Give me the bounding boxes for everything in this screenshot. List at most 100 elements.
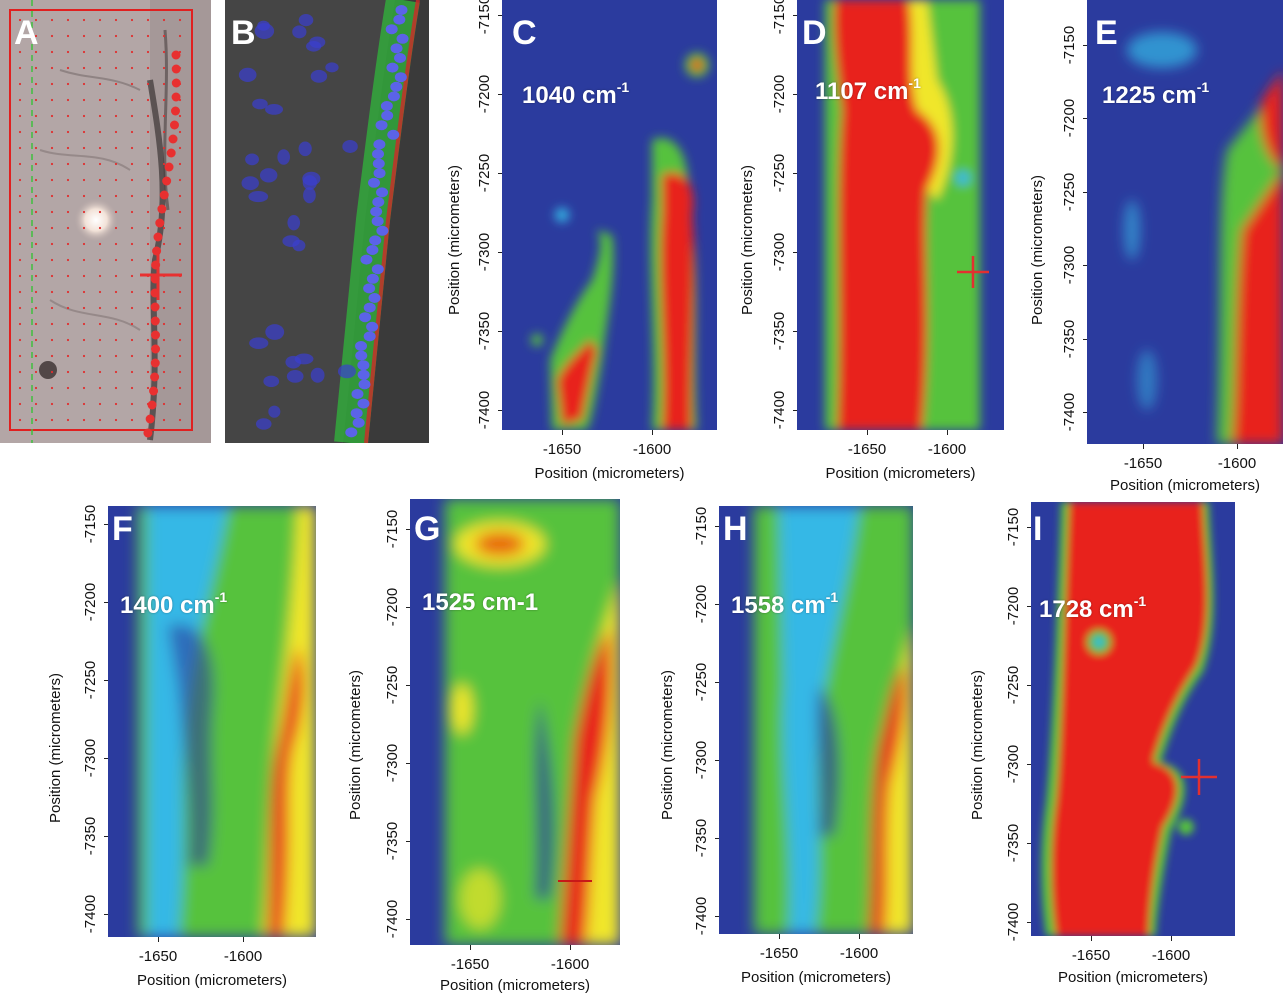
xlabel-g: Position (micrometers) bbox=[439, 977, 591, 994]
grid-dot bbox=[98, 322, 102, 326]
grid-dot bbox=[18, 306, 22, 310]
panel-letter-e: E bbox=[1095, 14, 1118, 52]
grid-dot bbox=[114, 258, 118, 262]
nucleus bbox=[287, 215, 301, 231]
grid-dot bbox=[82, 34, 86, 38]
grid-dot bbox=[66, 178, 70, 182]
grid-dot bbox=[66, 50, 70, 54]
ytick-mark bbox=[104, 914, 108, 915]
grid-dot bbox=[178, 338, 182, 342]
wavenumber-label-d: 1107 cm-1 bbox=[815, 75, 921, 105]
xtick-label-e: -1600 bbox=[1217, 455, 1257, 472]
grid-dot bbox=[146, 162, 150, 166]
grid-dot bbox=[66, 114, 70, 118]
grid-dot bbox=[50, 18, 54, 22]
grid-dot bbox=[178, 402, 182, 406]
grid-dot bbox=[50, 386, 54, 390]
grid-dot bbox=[146, 82, 150, 86]
xtick-label-h: -1600 bbox=[839, 945, 879, 962]
epithelial-nucleus bbox=[380, 101, 393, 111]
ytick-label-g: -7300 bbox=[384, 743, 401, 783]
ytick-label-f: -7150 bbox=[82, 504, 99, 544]
grid-dot bbox=[66, 210, 70, 214]
ytick-mark bbox=[406, 607, 410, 608]
nucleus bbox=[294, 353, 314, 365]
xtick-label-d: -1650 bbox=[847, 441, 887, 458]
epithelial-nucleus bbox=[373, 139, 386, 150]
grid-dot bbox=[114, 338, 118, 342]
grid-dot bbox=[114, 34, 118, 38]
grid-dot bbox=[162, 258, 166, 262]
grid-dot bbox=[50, 98, 54, 102]
grid-dot bbox=[34, 162, 38, 166]
xtick-mark bbox=[779, 934, 780, 939]
grid-dot bbox=[18, 402, 22, 406]
grid-dot bbox=[178, 210, 182, 214]
grid-dot bbox=[178, 194, 182, 198]
measurement-point bbox=[151, 344, 161, 354]
grid-dot bbox=[50, 322, 54, 326]
ytick-mark bbox=[1027, 922, 1031, 923]
grid-dot bbox=[18, 114, 22, 118]
ytick-label-g: -7250 bbox=[384, 665, 401, 705]
grid-dot bbox=[114, 178, 118, 182]
epithelial-nucleus bbox=[345, 427, 358, 438]
grid-dot bbox=[114, 210, 118, 214]
xtick-label-i: -1600 bbox=[1151, 947, 1191, 964]
grid-dot bbox=[18, 418, 22, 422]
xtick-mark bbox=[859, 934, 860, 939]
panel-letter-f: F bbox=[112, 510, 133, 548]
grid-dot bbox=[34, 402, 38, 406]
grid-dot bbox=[114, 130, 118, 134]
nucleus bbox=[337, 364, 356, 379]
xtick-mark bbox=[570, 945, 571, 950]
grid-dot bbox=[114, 82, 118, 86]
grid-dot bbox=[66, 274, 70, 278]
ytick-label-f: -7250 bbox=[82, 660, 99, 700]
grid-dot bbox=[146, 258, 150, 262]
ytick-label-c: -7150 bbox=[476, 0, 493, 35]
grid-dot bbox=[82, 258, 86, 262]
measurement-point bbox=[162, 176, 172, 186]
ytick-mark bbox=[1083, 118, 1087, 120]
measurement-point bbox=[155, 218, 165, 228]
epithelial-nucleus bbox=[371, 216, 384, 227]
ytick-mark bbox=[715, 838, 719, 839]
ytick-mark bbox=[1083, 265, 1087, 267]
grid-dot bbox=[162, 354, 166, 358]
grid-dot bbox=[66, 306, 70, 310]
ytick-label-g: -7200 bbox=[384, 587, 401, 627]
grid-dot bbox=[82, 290, 86, 294]
measurement-point bbox=[149, 386, 159, 396]
ytick-label-f: -7200 bbox=[82, 582, 99, 622]
grid-dot bbox=[162, 242, 166, 246]
epithelial-nucleus bbox=[387, 129, 400, 140]
grid-dot bbox=[178, 18, 182, 22]
grid-dot bbox=[98, 178, 102, 182]
grid-dot bbox=[34, 130, 38, 134]
epithelial-nucleus bbox=[381, 110, 394, 121]
grid-dot bbox=[50, 274, 54, 278]
ytick-mark bbox=[1083, 338, 1087, 340]
ytick-mark bbox=[104, 524, 108, 525]
grid-dot bbox=[114, 50, 118, 54]
grid-dot bbox=[130, 66, 134, 70]
grid-dot bbox=[114, 18, 118, 22]
epithelial-nucleus bbox=[370, 206, 383, 217]
grid-dot bbox=[50, 338, 54, 342]
grid-dot bbox=[50, 290, 54, 294]
grid-dot bbox=[66, 402, 70, 406]
grid-dot bbox=[18, 386, 22, 390]
grid-dot bbox=[146, 322, 150, 326]
ytick-mark bbox=[1027, 764, 1031, 765]
epithelial-nucleus bbox=[351, 389, 364, 399]
optical-image bbox=[0, 0, 211, 443]
ylabel-c: Position (micrometers) bbox=[446, 164, 463, 316]
ylabel-i: Position (micrometers) bbox=[969, 669, 986, 821]
grid-dot bbox=[82, 226, 86, 230]
grid-dot bbox=[82, 178, 86, 182]
nucleus bbox=[286, 369, 304, 383]
ytick-mark bbox=[1083, 191, 1087, 193]
ytick-mark bbox=[1027, 527, 1031, 528]
grid-dot bbox=[130, 386, 134, 390]
